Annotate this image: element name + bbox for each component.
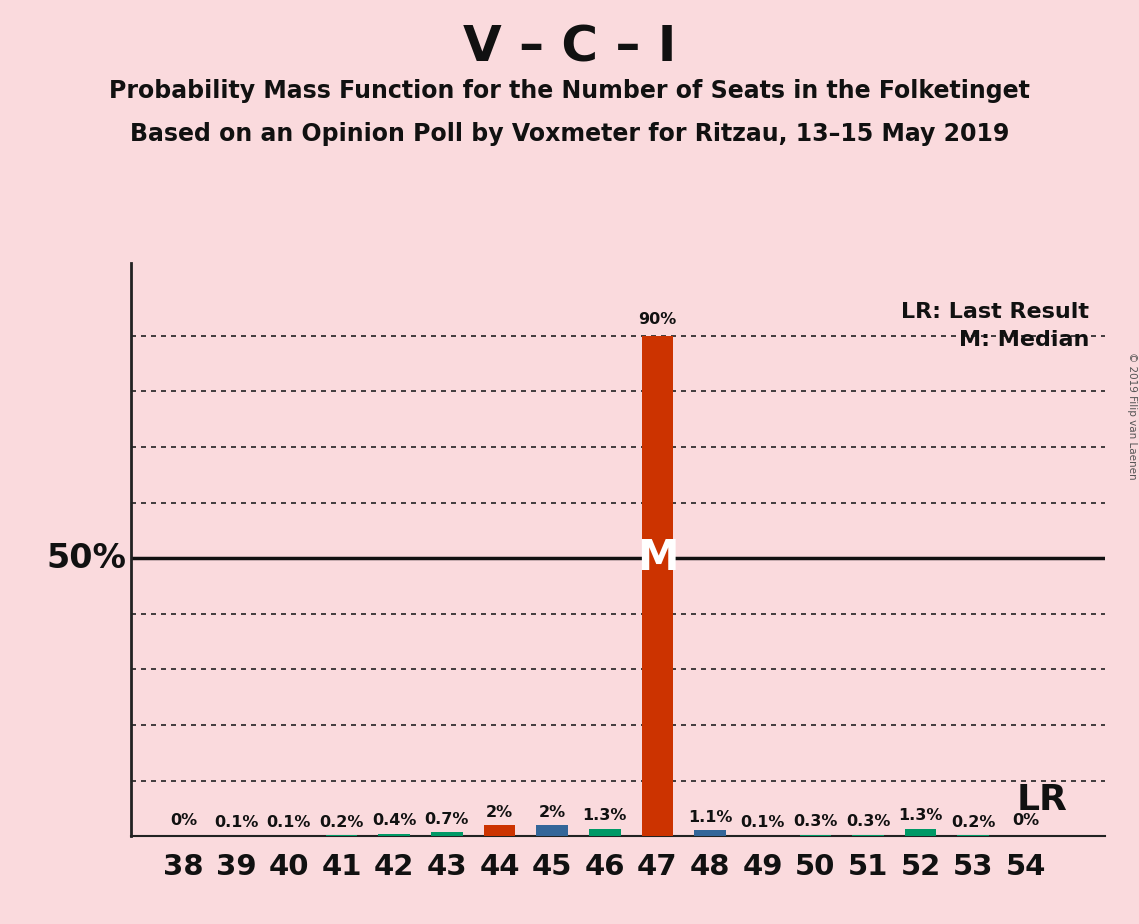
Text: M: M	[637, 537, 678, 579]
Text: 0.7%: 0.7%	[425, 812, 469, 827]
Text: 50%: 50%	[47, 541, 126, 575]
Bar	[484, 825, 515, 836]
Text: 1.3%: 1.3%	[582, 808, 626, 823]
Text: V – C – I: V – C – I	[462, 23, 677, 71]
Text: 0.1%: 0.1%	[267, 815, 311, 830]
Bar	[695, 830, 726, 836]
Text: 0%: 0%	[170, 813, 197, 828]
Text: 90%: 90%	[638, 312, 677, 327]
Text: 2%: 2%	[539, 805, 566, 820]
Bar	[958, 835, 989, 836]
Bar	[326, 835, 358, 836]
Bar	[800, 834, 831, 836]
Text: 0%: 0%	[1013, 813, 1040, 828]
Text: 2%: 2%	[486, 805, 513, 820]
Text: 0.3%: 0.3%	[793, 814, 837, 829]
Bar	[641, 335, 673, 836]
Text: 0.1%: 0.1%	[214, 815, 259, 830]
Text: LR: LR	[1017, 783, 1068, 817]
Text: 0.2%: 0.2%	[951, 815, 995, 830]
Bar	[904, 829, 936, 836]
Bar	[589, 829, 621, 836]
Text: 1.3%: 1.3%	[899, 808, 943, 823]
Text: 1.1%: 1.1%	[688, 809, 732, 824]
Text: 0.2%: 0.2%	[319, 815, 363, 830]
Text: © 2019 Filip van Laenen: © 2019 Filip van Laenen	[1126, 352, 1137, 480]
Bar	[852, 834, 884, 836]
Text: 0.3%: 0.3%	[846, 814, 891, 829]
Text: 0.4%: 0.4%	[372, 813, 417, 829]
Text: LR: Last Result: LR: Last Result	[901, 302, 1089, 322]
Bar	[431, 833, 462, 836]
Text: Based on an Opinion Poll by Voxmeter for Ritzau, 13–15 May 2019: Based on an Opinion Poll by Voxmeter for…	[130, 122, 1009, 146]
Text: Probability Mass Function for the Number of Seats in the Folketinget: Probability Mass Function for the Number…	[109, 79, 1030, 103]
Text: M: Median: M: Median	[959, 330, 1089, 350]
Text: 0.1%: 0.1%	[740, 815, 785, 830]
Bar	[536, 825, 568, 836]
Bar	[378, 834, 410, 836]
